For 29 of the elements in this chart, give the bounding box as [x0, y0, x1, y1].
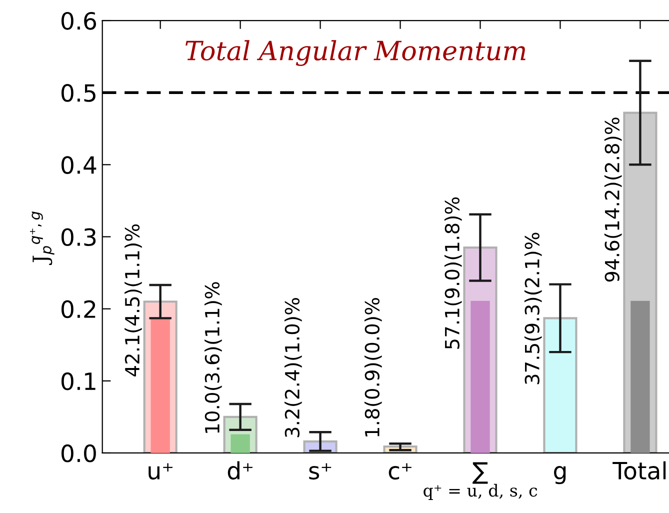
y-axis-title: J$_{p}$$^{q⁺,g}$	[30, 212, 54, 265]
annotation: Total Angular Momentum	[186, 40, 526, 66]
x-tick-label: c⁺	[388, 463, 412, 480]
y-tick-label: 0.3	[62, 228, 96, 246]
annotation: 10.0(3.6)(1.1)%	[204, 282, 222, 433]
y-tick-label: 0.4	[62, 156, 96, 174]
y-tick-label: 0.2	[62, 300, 96, 318]
x-tick-label: d⁺	[228, 461, 252, 480]
x-tick-label: Total	[612, 461, 666, 480]
bar	[150, 318, 170, 453]
annotation: 42.1(4.5)(1.1)%	[124, 224, 142, 376]
annotation: 3.2(2.4)(1.0)%	[284, 298, 302, 438]
annotation: 94.6(14.2)(2.8)%	[604, 118, 622, 282]
x-tick-label: s⁺	[309, 463, 332, 480]
annotation: 1.8(0.9)(0.0)%	[364, 298, 382, 436]
y-tick-label: 0.0	[62, 444, 96, 462]
x-tick-label: g	[554, 466, 566, 484]
y-tick-label: 0.1	[62, 372, 96, 390]
bar	[630, 300, 650, 453]
x-tick-label: u⁺	[148, 463, 172, 480]
annotation: 37.5(9.3)(2.1)%	[524, 232, 542, 384]
bar	[230, 434, 250, 453]
annotation: 57.1(9.0)(1.8)%	[444, 197, 462, 349]
text: q⁺ = u, d, s, c	[424, 484, 538, 500]
bar	[470, 300, 490, 453]
x-tick-label: ∑	[472, 462, 488, 484]
y-tick-label: 0.6	[62, 12, 96, 30]
bar	[543, 317, 578, 453]
y-tick-label: 0.5	[62, 84, 96, 102]
